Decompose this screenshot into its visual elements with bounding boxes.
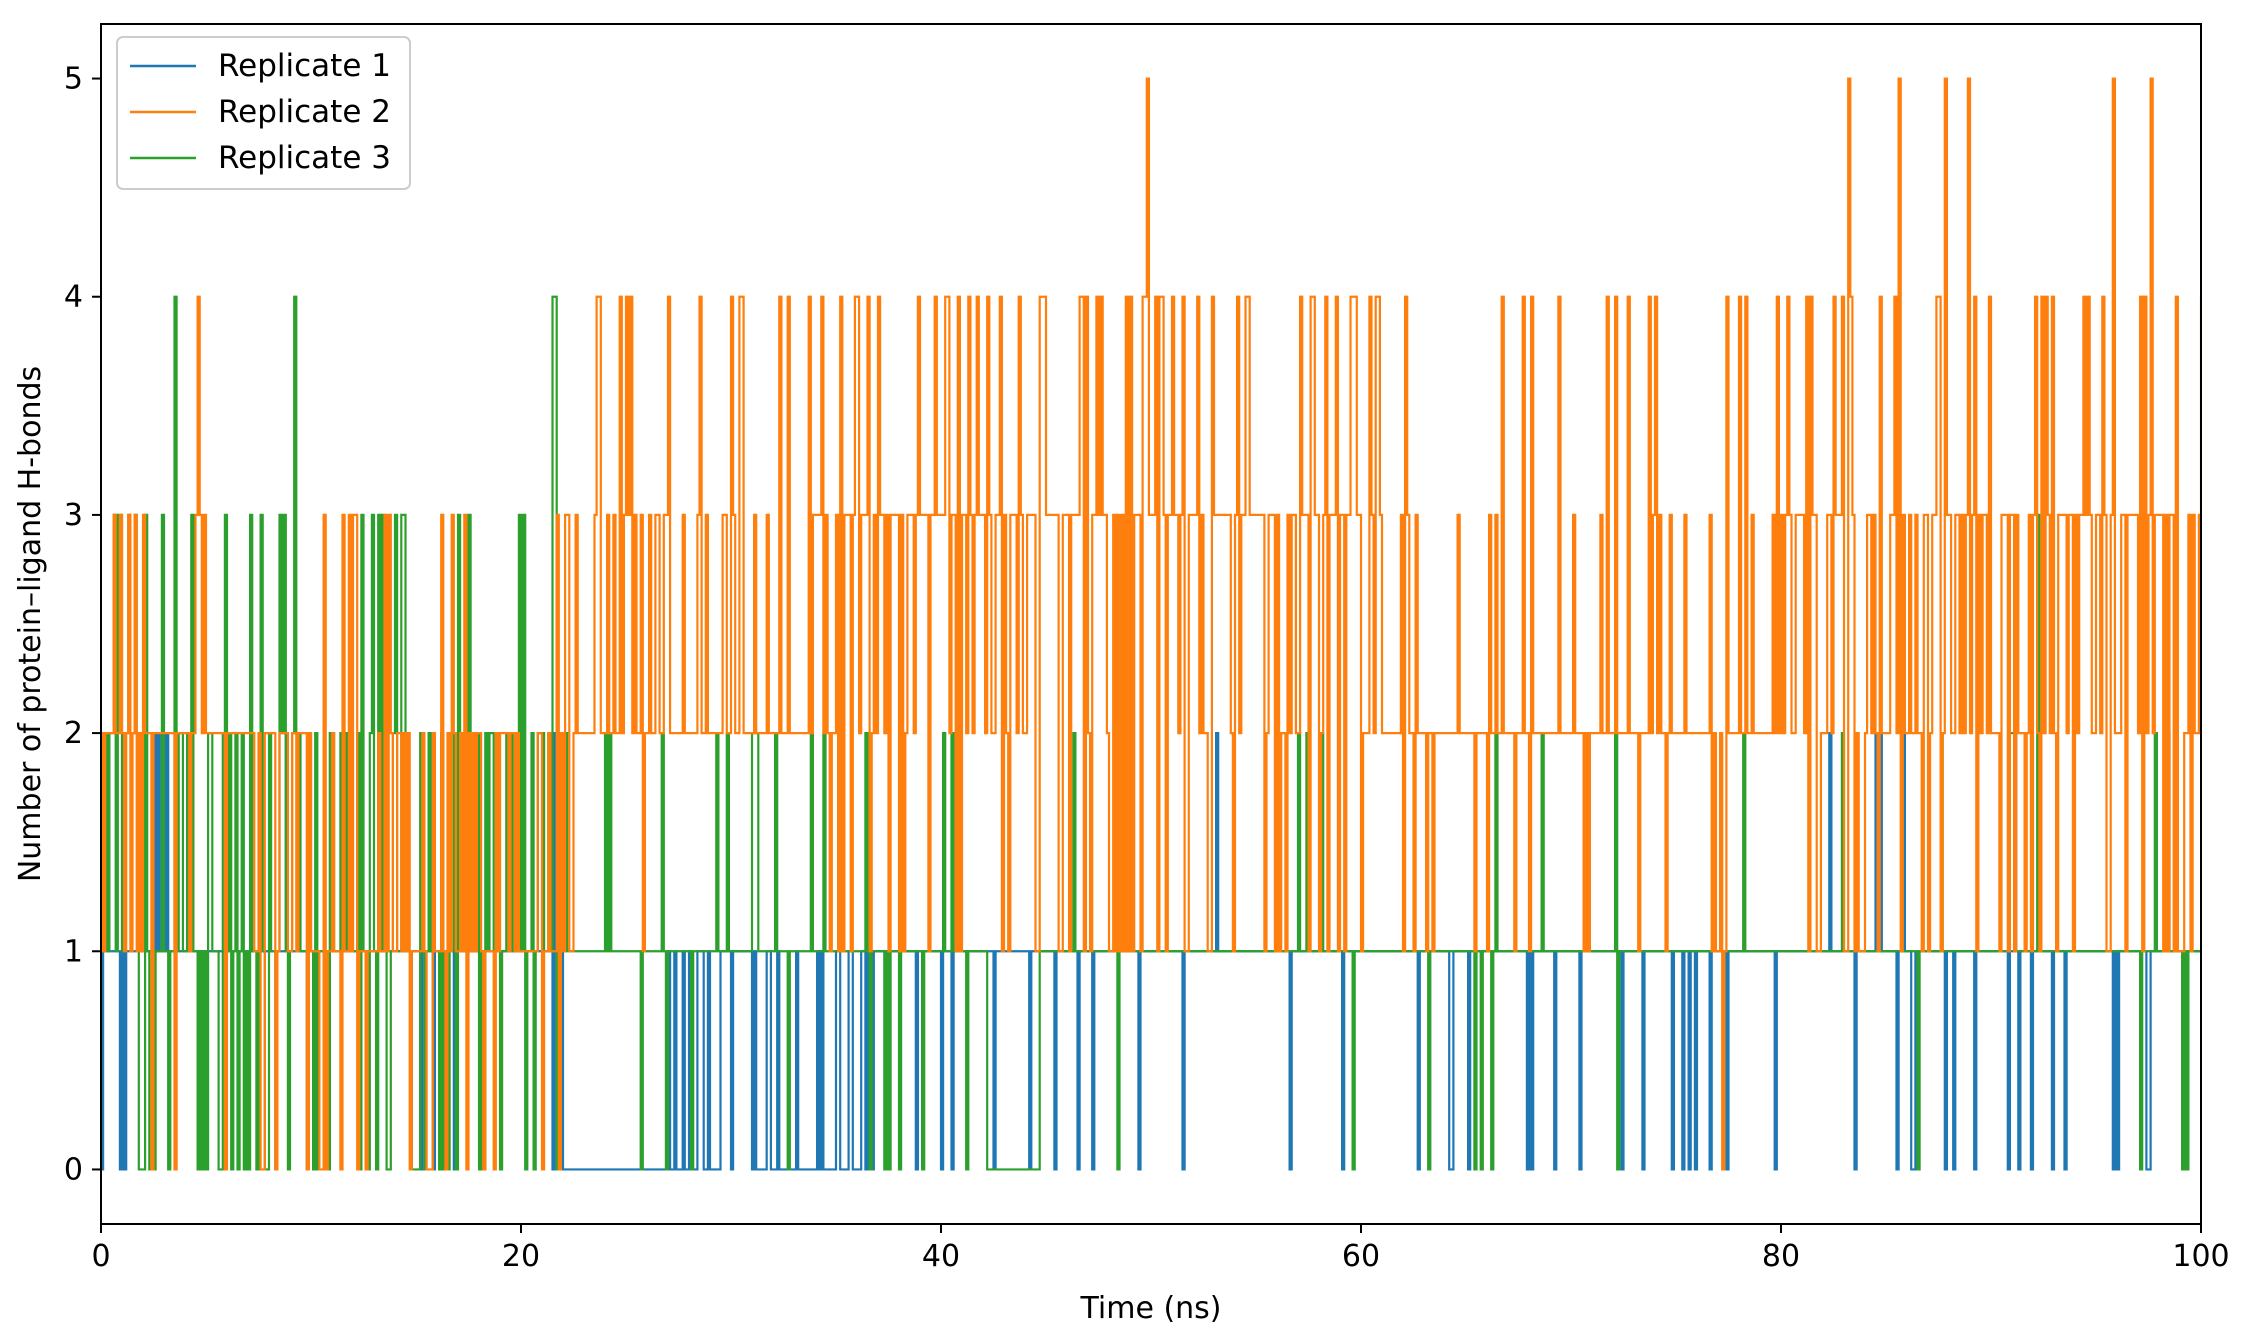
- y-axis: 0 1 2 3 4 5: [64, 62, 101, 1187]
- y-axis-label: Number of protein–ligand H-bonds: [13, 366, 48, 882]
- series-line-replicate-2: [101, 77, 2201, 1171]
- x-tick-label: 20: [502, 1239, 540, 1274]
- y-tick-label: 4: [64, 280, 83, 315]
- series-layer: [101, 77, 2201, 1171]
- x-axis-label: Time (ns): [1079, 1291, 1221, 1326]
- legend-label-replicate-1: Replicate 1: [218, 48, 391, 84]
- legend-label-replicate-3: Replicate 3: [218, 140, 391, 176]
- y-tick-label: 1: [64, 934, 83, 969]
- legend-label-replicate-2: Replicate 2: [218, 94, 391, 130]
- x-tick-label: 0: [91, 1239, 110, 1274]
- x-tick-label: 60: [1342, 1239, 1380, 1274]
- series-line-replicate-3: [101, 295, 2201, 1171]
- y-tick-label: 0: [64, 1152, 83, 1187]
- y-tick-label: 2: [64, 716, 83, 751]
- x-tick-label: 40: [922, 1239, 960, 1274]
- x-tick-label: 100: [2172, 1239, 2229, 1274]
- legend-frame: [116, 36, 411, 190]
- legend: Replicate 1 Replicate 2 Replicate 3: [116, 36, 411, 190]
- plot-frame: [100, 23, 2202, 1225]
- x-axis: 0 20 40 60 80 100: [91, 1224, 2230, 1274]
- y-tick-label: 3: [64, 498, 83, 533]
- y-tick-label: 5: [64, 62, 83, 97]
- x-tick-label: 80: [1762, 1239, 1800, 1274]
